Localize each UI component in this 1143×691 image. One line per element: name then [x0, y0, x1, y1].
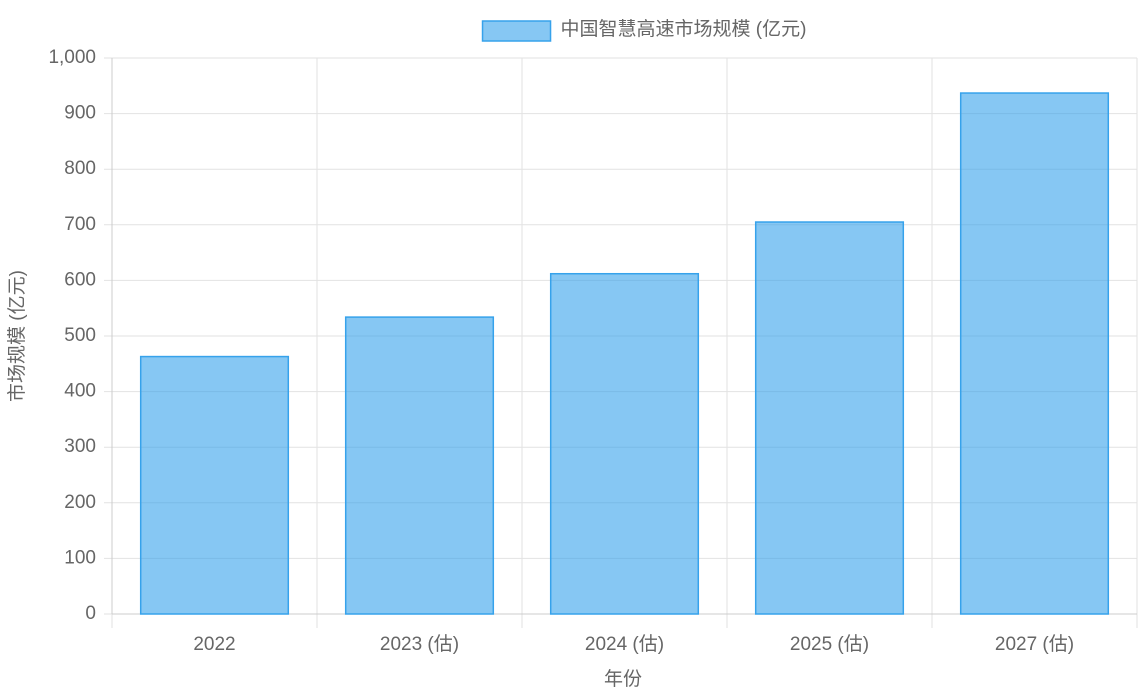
- y-tick-label: 1,000: [48, 47, 96, 68]
- x-tick-label: 2027 (估): [995, 633, 1074, 655]
- bar: [549, 272, 700, 615]
- bar: [139, 355, 290, 615]
- y-tick-label: 400: [64, 381, 96, 402]
- bar: [754, 221, 905, 615]
- y-tick-label: 200: [64, 492, 96, 513]
- y-tick-label: 0: [85, 603, 96, 624]
- y-tick-label: 100: [64, 547, 96, 568]
- y-tick-label: 500: [64, 325, 96, 346]
- bar: [344, 316, 495, 615]
- y-tick-label: 800: [64, 158, 96, 179]
- bar: [959, 92, 1110, 615]
- y-tick-label: 900: [64, 103, 96, 124]
- y-tick-label: 300: [64, 436, 96, 457]
- y-tick-label: 700: [64, 214, 96, 235]
- y-axis-title: 市场规模 (亿元): [6, 270, 28, 402]
- legend-label: 中国智慧高速市场规模 (亿元): [561, 18, 807, 40]
- y-tick-label: 600: [64, 269, 96, 290]
- x-axis-title: 年份: [604, 668, 642, 690]
- x-tick-label: 2023 (估): [380, 633, 459, 655]
- x-tick-label: 2022: [193, 634, 235, 655]
- legend-swatch: [481, 20, 552, 42]
- x-tick-label: 2025 (估): [790, 633, 869, 655]
- x-tick-label: 2024 (估): [585, 633, 664, 655]
